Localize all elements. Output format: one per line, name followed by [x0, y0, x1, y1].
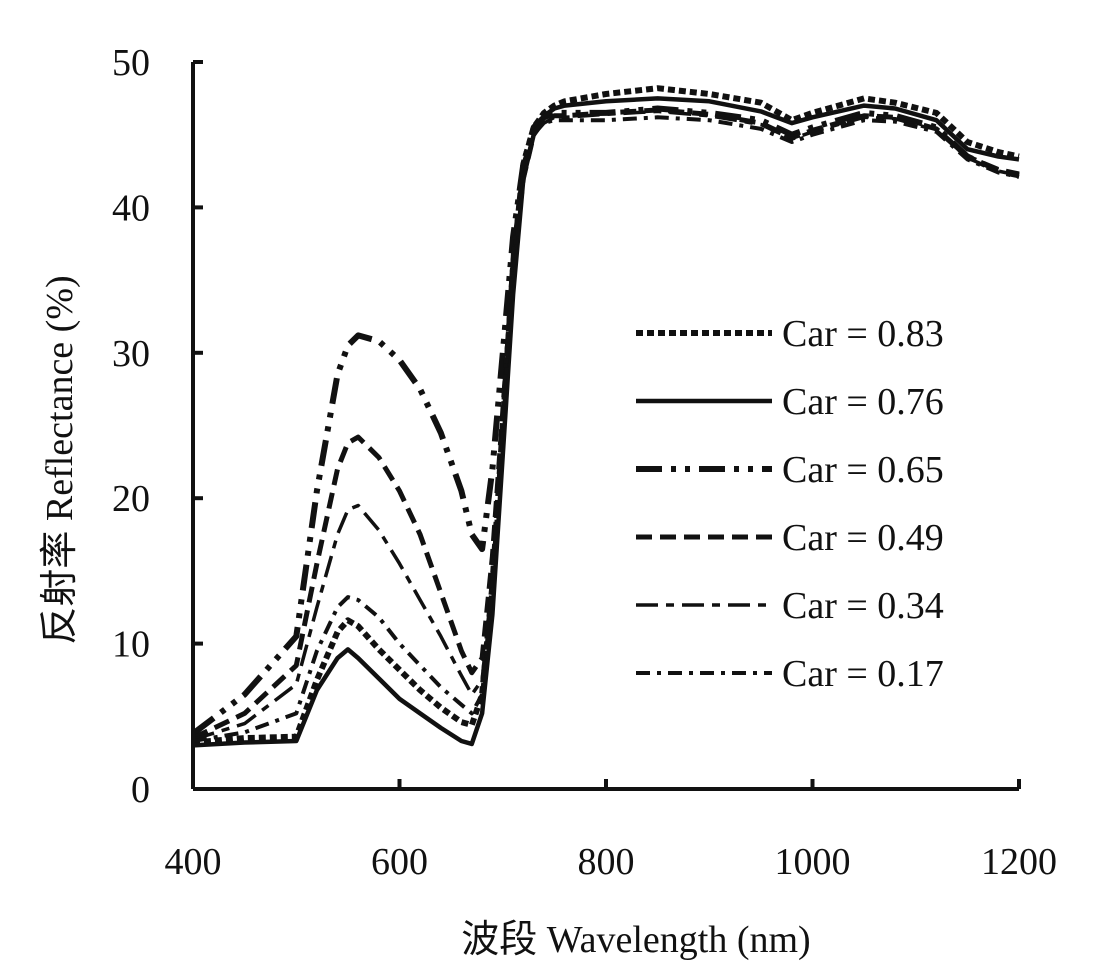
x-tick-label: 600 — [371, 841, 428, 883]
legend: Car = 0.83 Car = 0.76 Car = 0.65 Car = 0.49… — [636, 313, 944, 695]
series-layer — [191, 85, 1020, 748]
series-line — [192, 85, 1020, 746]
x-tick-label: 800 — [578, 841, 635, 883]
series-line — [191, 105, 1020, 737]
series-line — [191, 107, 1020, 741]
legend-label: Car = 0.83 — [782, 313, 944, 355]
legend-label: Car = 0.49 — [782, 517, 944, 559]
series-line — [192, 109, 1020, 742]
y-tick-label: 50 — [112, 42, 150, 84]
legend-label: Car = 0.65 — [782, 449, 944, 491]
x-tick-label: 400 — [165, 841, 222, 883]
x-tick-label: 1200 — [981, 841, 1057, 883]
legend-label: Car = 0.17 — [782, 653, 944, 695]
x-ticks: 400 600 800 1000 1200 — [165, 779, 1057, 883]
y-tick-label: 10 — [112, 624, 150, 666]
y-axis-title: 反射率 Reflectance (%) — [39, 275, 81, 644]
series-line — [192, 115, 1020, 743]
y-tick-label: 30 — [112, 333, 150, 375]
legend-label: Car = 0.76 — [782, 381, 944, 423]
y-ticks: 0 10 20 30 40 50 — [112, 42, 203, 811]
y-tick-label: 0 — [131, 769, 150, 811]
legend-label: Car = 0.34 — [782, 585, 944, 627]
y-tick-label: 40 — [112, 187, 150, 229]
x-axis-title: 波段 Wavelength (nm) — [461, 919, 810, 961]
x-tick-label: 1000 — [775, 841, 851, 883]
y-tick-label: 20 — [112, 478, 150, 520]
